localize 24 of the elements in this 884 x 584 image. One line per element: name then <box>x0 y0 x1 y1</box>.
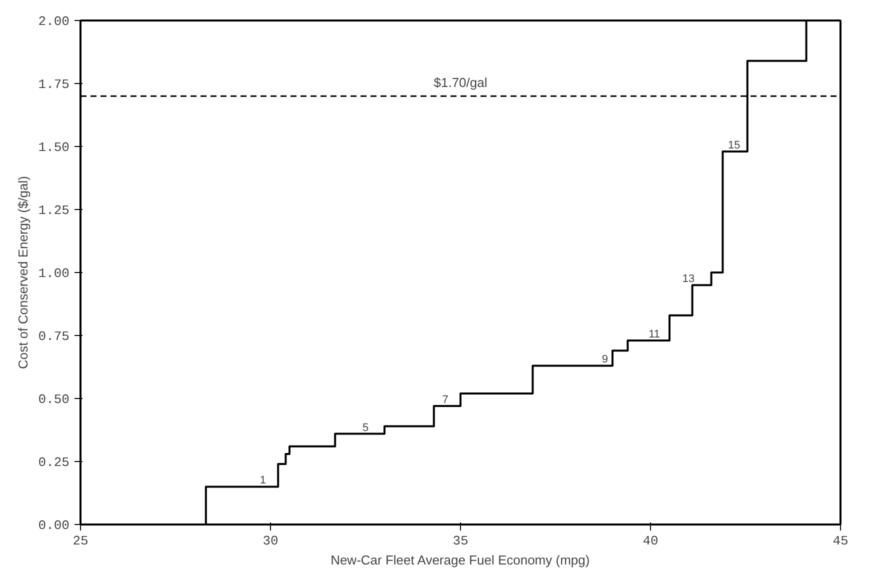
x-tick-label: 30 <box>262 534 278 548</box>
y-tick-label: 1.25 <box>38 203 70 218</box>
y-tick-label: 0.75 <box>38 329 70 344</box>
x-tick-label: 35 <box>452 534 468 548</box>
x-tick-label: 45 <box>832 534 848 548</box>
x-tick-label: 40 <box>642 534 658 548</box>
ref-line-label: $1.70/gal <box>434 75 488 90</box>
y-tick-label: 1.50 <box>38 140 70 155</box>
y-tick-label: 0.00 <box>38 518 70 533</box>
annotation: 1 <box>260 474 266 487</box>
y-tick-label: 1.00 <box>38 266 70 281</box>
y-tick-label: 0.50 <box>38 392 70 407</box>
y-tick-label: 2.00 <box>38 14 70 29</box>
annotation: 7 <box>442 394 448 406</box>
x-axis-title: New-Car Fleet Average Fuel Economy (mpg) <box>330 552 590 568</box>
annotation: 5 <box>362 422 369 434</box>
annotation: 9 <box>602 354 608 366</box>
annotation: 13 <box>682 273 695 286</box>
x-tick-label: 25 <box>72 534 88 548</box>
y-tick-label: 1.75 <box>38 77 70 92</box>
annotation: 15 <box>728 140 740 152</box>
y-axis-title: Cost of Conserved Energy ($/gal) <box>15 176 30 369</box>
annotation: 11 <box>648 328 660 341</box>
y-tick-label: 0.25 <box>38 455 70 470</box>
